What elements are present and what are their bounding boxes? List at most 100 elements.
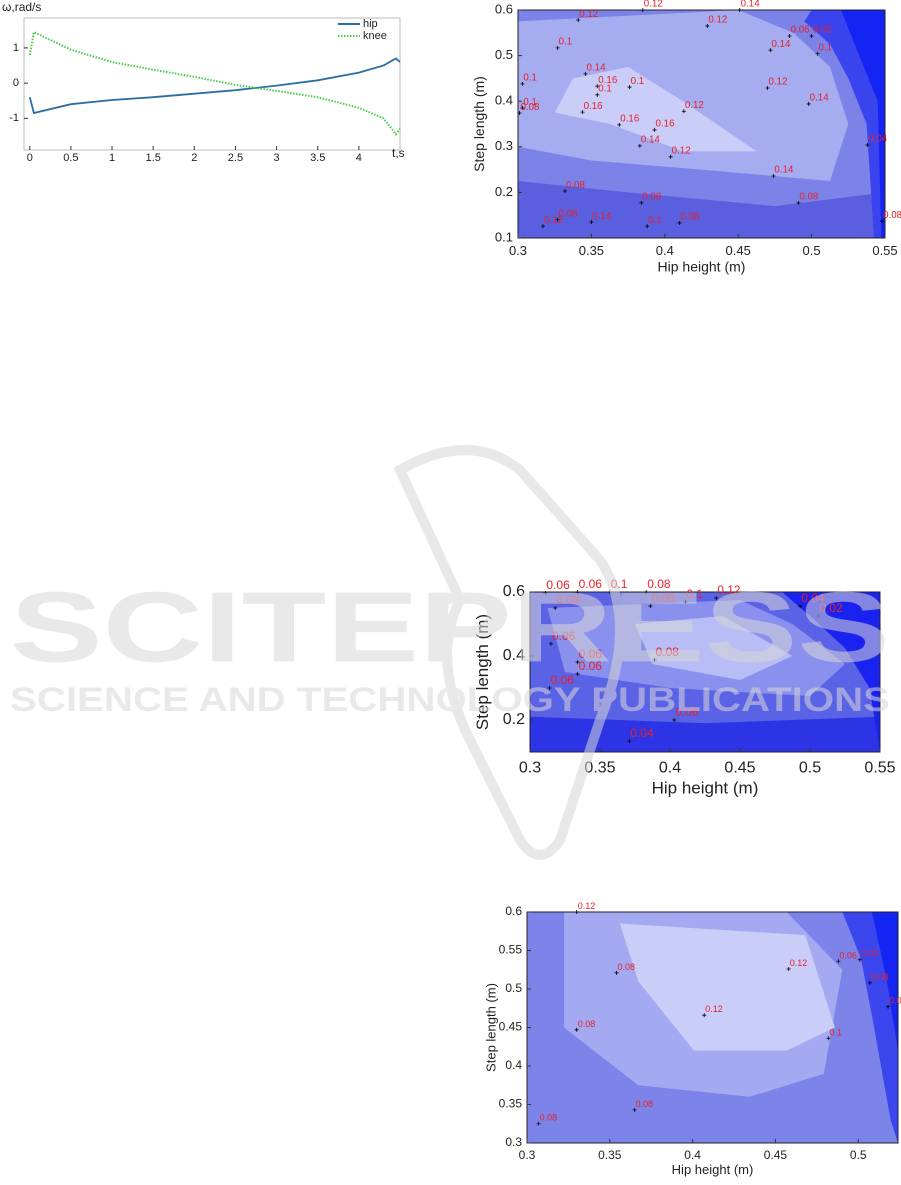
contour-label: 0.12 — [579, 9, 598, 20]
x-tick-label: 0.5 — [799, 760, 821, 777]
contour-label-marker — [637, 143, 642, 148]
contour-label: 0.06 — [839, 950, 857, 960]
contour-label: 0.02 — [819, 601, 843, 615]
contour-label: 0.02 — [813, 25, 832, 36]
contour-label: 0.12 — [717, 583, 741, 597]
x-tick-label: 0 — [27, 152, 33, 164]
y-tick-label: 0.2 — [503, 711, 525, 728]
contour-label-marker — [865, 142, 870, 147]
y-axis-label: Step length (m) — [484, 983, 499, 1072]
contour-label: 0.04 — [630, 726, 654, 740]
y-tick-label: 0 — [13, 77, 19, 89]
contour-label-marker — [520, 106, 525, 111]
y-axis-label: ω,rad/s — [2, 0, 41, 14]
contour-label: 0.14 — [774, 165, 794, 176]
contour-label-marker — [574, 1027, 579, 1032]
contour-label-marker — [640, 8, 645, 12]
plot-frame — [23, 17, 401, 151]
contour-label-marker — [648, 604, 653, 609]
x-tick-label: 0.55 — [872, 243, 897, 258]
x-tick-label: 0.45 — [724, 760, 755, 777]
y-tick-label: 1 — [13, 42, 19, 54]
contour-fill — [619, 923, 835, 1051]
x-tick-label: 0.5 — [803, 243, 821, 258]
y-tick-label: 0.55 — [499, 943, 523, 957]
x-tick-label: 0.35 — [598, 1148, 622, 1162]
contour-label-marker — [798, 604, 803, 609]
contour-label-marker — [580, 110, 585, 115]
contour-label-marker — [714, 596, 719, 601]
x-axis-label: Hip height (m) — [652, 778, 759, 797]
contour-label: 0.14 — [810, 93, 830, 104]
contour-label: 0.08 — [556, 593, 580, 607]
contour-label-marker — [796, 200, 801, 205]
contour-label-marker — [815, 51, 820, 56]
contour-label: 0.08 — [871, 972, 889, 982]
x-tick-label: 0.45 — [726, 243, 751, 258]
contour-label: 0.06 — [546, 578, 570, 592]
contour-fill — [518, 181, 885, 238]
contour-label: 0.16 — [620, 114, 639, 125]
y-axis-label: Step length (m) — [471, 76, 487, 172]
contour-label-marker — [668, 154, 673, 159]
contour-label: 0.12 — [672, 146, 691, 157]
contour-label-marker — [576, 18, 581, 23]
contour-label-marker — [627, 85, 632, 90]
contour-label: 0.02 — [861, 949, 879, 959]
contour-label-marker — [677, 220, 682, 225]
series-line — [28, 57, 401, 115]
y-tick-label: 0.6 — [503, 583, 525, 600]
legend-label: hip — [363, 18, 378, 30]
contour-label: 0.08 — [647, 577, 671, 591]
y-tick-label: 0.3 — [495, 138, 513, 153]
contour-label: 0.12 — [708, 15, 727, 26]
contour-label-marker — [536, 1121, 541, 1126]
x-tick-label: 0.4 — [684, 1148, 701, 1162]
contour-label-marker — [562, 189, 567, 194]
contour-label: 0.14 — [741, 0, 761, 10]
x-tick-label: 0.3 — [519, 760, 541, 777]
contour-label: 0.08 — [559, 208, 578, 219]
contour-label: 0.08 — [642, 192, 661, 203]
x-tick-label: 0.5 — [850, 1148, 867, 1162]
y-tick-label: 0.35 — [499, 1097, 523, 1111]
contour-fill — [635, 616, 793, 680]
contour-label: 0.12 — [705, 1004, 723, 1014]
y-tick-label: 0.45 — [499, 1020, 523, 1034]
contour-label-marker — [683, 599, 688, 604]
contour-label: 0.06 — [791, 25, 810, 36]
contour-fill — [842, 912, 898, 1143]
contour-fill — [841, 10, 885, 238]
contour-label-marker — [652, 657, 657, 662]
contour-label-marker — [645, 224, 650, 229]
y-tick-label: -1 — [9, 112, 19, 124]
contour-label: 0.1 — [818, 43, 832, 54]
x-tick-label: 0.3 — [519, 1148, 536, 1162]
contour-label: 0.08 — [656, 645, 680, 659]
contour-label: 0.08 — [636, 1099, 654, 1109]
contour-label: 0.08 — [617, 962, 635, 972]
contour-label: 0.1 — [648, 215, 662, 226]
contour-label-marker — [816, 614, 821, 618]
contour-label: 0.08 — [540, 1113, 558, 1123]
contour-label-marker — [632, 1107, 637, 1112]
y-tick-label: 0.5 — [495, 47, 513, 62]
contour-label-marker — [705, 23, 710, 28]
contour-label-marker — [806, 101, 811, 106]
x-tick-label: 3 — [274, 152, 280, 164]
contour-label-marker — [886, 1004, 891, 1009]
contour-label: 0.12 — [685, 100, 704, 111]
contour-label: 0.08 — [799, 192, 818, 203]
x-tick-label: 0.5 — [63, 152, 78, 164]
contour-label: 0.1 — [611, 577, 628, 591]
contour-label-marker — [826, 1036, 831, 1041]
contour-label-marker — [857, 957, 862, 962]
contour-label: 0.06 — [675, 705, 699, 719]
contour-label: 0.08 — [566, 180, 585, 191]
contour-label-marker — [614, 970, 619, 975]
contour-label-marker — [809, 33, 814, 38]
contour-label-marker — [595, 92, 600, 97]
contour-label: 0.08 — [578, 1019, 596, 1029]
contour-label-marker — [639, 200, 644, 205]
